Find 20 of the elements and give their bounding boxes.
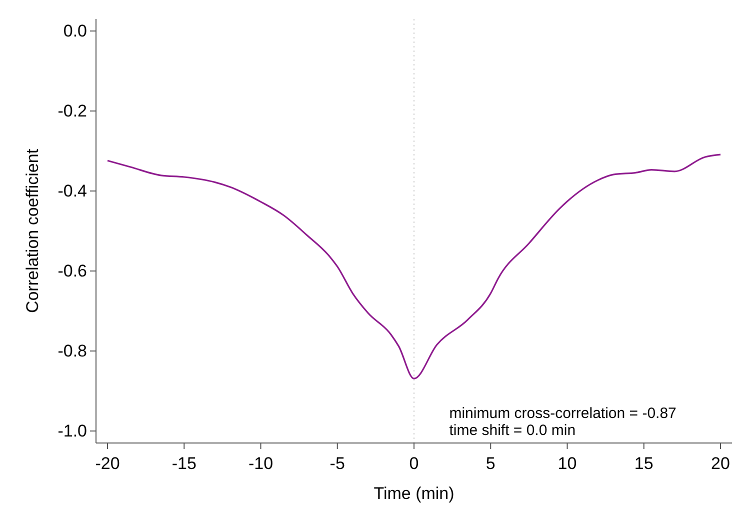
annotation: time shift = 0.0 min: [449, 422, 576, 439]
y-tick-label: -1.0: [58, 421, 87, 440]
y-tick-label: -0.8: [58, 341, 87, 360]
y-tick-label: -0.6: [58, 261, 87, 280]
line-series: [106, 154, 722, 380]
x-axis-title: Time (min): [374, 484, 454, 503]
x-tick-label: -15: [172, 454, 196, 473]
x-tick-label: 20: [711, 454, 730, 473]
x-tick-label: -5: [330, 454, 345, 473]
y-axis-title: Correlation coefficient: [23, 148, 42, 314]
y-tick-label: -0.2: [58, 101, 87, 120]
x-tick-label: 10: [558, 454, 577, 473]
y-tick-label: 0.0: [63, 21, 87, 40]
x-tick-label: 0: [409, 454, 419, 473]
x-tick-label: 5: [486, 454, 496, 473]
annotation: minimum cross-correlation = -0.87: [449, 405, 676, 422]
y-tick-label: -0.4: [58, 181, 87, 200]
x-tick-label: -10: [248, 454, 274, 473]
x-tick-label: -20: [95, 454, 120, 473]
x-tick-label: 15: [634, 454, 654, 473]
